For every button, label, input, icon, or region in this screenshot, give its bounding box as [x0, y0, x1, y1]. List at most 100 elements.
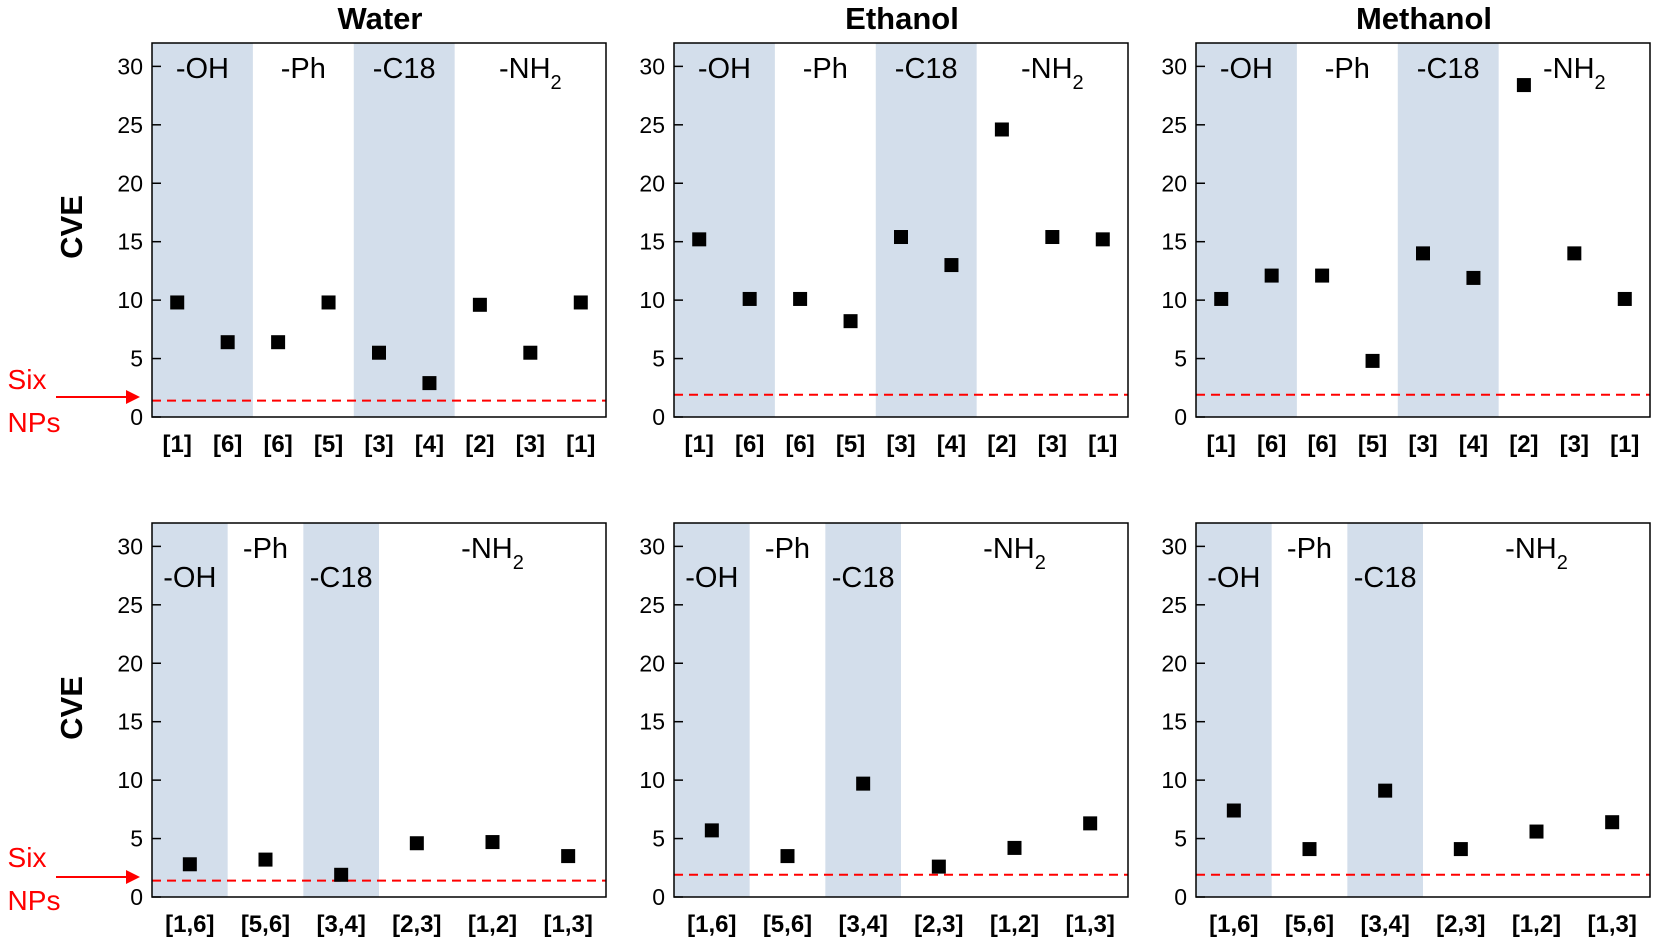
x-tick-label-ethanol-top-5: [4] [937, 431, 966, 458]
group-label-methanol-top-0: -OH [1220, 53, 1273, 85]
data-point-water-top-2 [271, 335, 286, 350]
data-point-methanol-top-1 [1264, 268, 1279, 283]
data-point-ethanol-top-6 [994, 122, 1009, 137]
y-tick-label-water-bottom-30: 30 [117, 533, 143, 559]
group-label-ethanol-bottom-1: -Ph [765, 533, 810, 565]
x-tick-label-water-top-5: [4] [415, 431, 444, 458]
group-label-ethanol-top-2: -C18 [895, 53, 958, 85]
data-point-ethanol-bottom-3 [931, 859, 946, 874]
axes-frame-ethanol-bottom [673, 522, 1129, 898]
group-label-water-top-0: -OH [176, 53, 229, 85]
x-tick-label-methanol-top-5: [4] [1459, 431, 1488, 458]
data-point-ethanol-bottom-0 [704, 823, 719, 838]
data-point-ethanol-top-4 [894, 230, 908, 245]
y-tick-label-methanol-bottom-15: 15 [1161, 709, 1187, 735]
x-tick-label-ethanol-top-7: [3] [1038, 431, 1067, 458]
y-tick-label-water-top-25: 25 [117, 112, 143, 138]
group-label-ethanol-top-3: -NH2 [1021, 53, 1084, 94]
group-region-water-top-2 [353, 43, 455, 417]
x-tick-label-water-top-0: [1] [163, 431, 192, 458]
group-label-water-bottom-0: -OH [163, 562, 216, 594]
ylabel-top: CVE [54, 195, 89, 259]
data-point-water-top-5 [422, 376, 437, 391]
x-tick-label-ethanol-bottom-2: [3,4] [838, 911, 887, 938]
reference-label-top-line2: NPs [8, 407, 61, 438]
x-tick-label-ethanol-top-4: [3] [886, 431, 915, 458]
axes-frame-methanol-bottom [1195, 522, 1651, 898]
group-region-ethanol-bottom-2 [825, 523, 901, 897]
y-tick-label-methanol-top-10: 10 [1161, 287, 1187, 313]
x-tick-label-water-bottom-2: [3,4] [316, 911, 365, 938]
x-tick-label-ethanol-bottom-3: [2,3] [914, 911, 963, 938]
group-label-methanol-bottom-1: -Ph [1287, 533, 1332, 565]
y-tick-label-ethanol-bottom-5: 5 [652, 826, 665, 852]
axes-frame-water-top [151, 42, 607, 418]
y-tick-label-ethanol-bottom-30: 30 [639, 533, 665, 559]
y-tick-label-ethanol-bottom-10: 10 [639, 767, 665, 793]
data-point-methanol-top-5 [1466, 270, 1481, 285]
column-title-methanol: Methanol [1356, 1, 1492, 36]
x-tick-label-methanol-top-1: [6] [1257, 431, 1286, 458]
y-tick-label-water-bottom-25: 25 [117, 592, 143, 618]
data-point-methanol-bottom-1 [1302, 842, 1317, 857]
reference-arrowhead-top [126, 390, 140, 404]
x-tick-label-methanol-bottom-3: [2,3] [1436, 911, 1485, 938]
x-tick-label-water-bottom-4: [1,2] [468, 911, 517, 938]
group-label-methanol-bottom-0: -OH [1207, 562, 1260, 594]
x-tick-label-water-bottom-3: [2,3] [392, 911, 441, 938]
group-label-ethanol-bottom-0: -OH [685, 562, 738, 594]
group-label-methanol-bottom-2: -C18 [1354, 562, 1417, 594]
x-tick-label-methanol-top-7: [3] [1560, 431, 1589, 458]
group-label-water-bottom-2: -C18 [310, 562, 373, 594]
x-tick-label-methanol-top-6: [2] [1509, 431, 1538, 458]
data-point-water-bottom-1 [258, 852, 273, 867]
data-point-methanol-top-0 [1214, 291, 1229, 306]
x-tick-label-methanol-top-0: [1] [1207, 431, 1236, 458]
data-point-water-top-1 [220, 335, 235, 350]
group-region-methanol-bottom-0 [1196, 523, 1272, 897]
y-tick-label-methanol-bottom-10: 10 [1161, 767, 1187, 793]
data-point-methanol-top-7 [1567, 246, 1582, 261]
x-tick-label-ethanol-top-2: [6] [785, 431, 814, 458]
x-tick-label-ethanol-top-0: [1] [685, 431, 714, 458]
x-tick-label-ethanol-top-8: [1] [1088, 431, 1117, 458]
x-tick-label-water-top-8: [1] [566, 431, 595, 458]
group-label-water-top-1: -Ph [281, 53, 326, 85]
data-point-ethanol-bottom-1 [780, 849, 795, 864]
group-region-ethanol-top-2 [875, 43, 977, 417]
group-region-water-bottom-0 [152, 523, 228, 897]
y-tick-label-ethanol-top-30: 30 [639, 53, 665, 79]
data-point-ethanol-bottom-5 [1083, 816, 1098, 831]
group-region-methanol-bottom-2 [1347, 523, 1423, 897]
y-tick-label-methanol-top-30: 30 [1161, 53, 1187, 79]
panel-ethanol-bottom: 0 5 10 15 20 25 30 [1,6] [5,6] [3,4] [2,3] [1,2] [1,… [639, 522, 1129, 938]
data-point-methanol-top-3 [1365, 353, 1380, 368]
group-label-methanol-bottom-3: -NH2 [1505, 533, 1568, 574]
ylabel-bottom: CVE [54, 676, 89, 740]
y-tick-label-ethanol-top-15: 15 [639, 229, 665, 255]
y-tick-label-water-bottom-10: 10 [117, 767, 143, 793]
x-tick-label-water-top-4: [3] [364, 431, 393, 458]
x-tick-label-methanol-bottom-2: [3,4] [1360, 911, 1409, 938]
x-tick-label-ethanol-top-1: [6] [735, 431, 764, 458]
x-tick-label-water-top-2: [6] [263, 431, 292, 458]
group-label-ethanol-top-1: -Ph [803, 53, 848, 85]
y-tick-label-ethanol-top-5: 5 [652, 346, 665, 372]
data-point-ethanol-top-7 [1045, 230, 1060, 245]
y-tick-label-methanol-bottom-0: 0 [1174, 884, 1187, 910]
data-point-methanol-bottom-5 [1605, 815, 1620, 830]
group-label-methanol-top-2: -C18 [1417, 53, 1480, 85]
x-tick-label-methanol-bottom-0: [1,6] [1209, 911, 1258, 938]
data-point-methanol-top-8 [1617, 291, 1632, 306]
y-tick-label-ethanol-bottom-15: 15 [639, 709, 665, 735]
reference-label-top-line1: Six [8, 364, 47, 395]
group-region-ethanol-top-0 [674, 43, 775, 417]
y-tick-label-methanol-top-0: 0 [1174, 404, 1187, 430]
x-tick-label-water-top-6: [2] [465, 431, 494, 458]
y-tick-label-ethanol-bottom-20: 20 [639, 650, 665, 676]
data-point-ethanol-bottom-4 [1007, 840, 1022, 855]
data-point-water-top-3 [321, 295, 336, 310]
x-tick-label-water-top-1: [6] [213, 431, 242, 458]
y-tick-label-water-top-10: 10 [117, 287, 143, 313]
